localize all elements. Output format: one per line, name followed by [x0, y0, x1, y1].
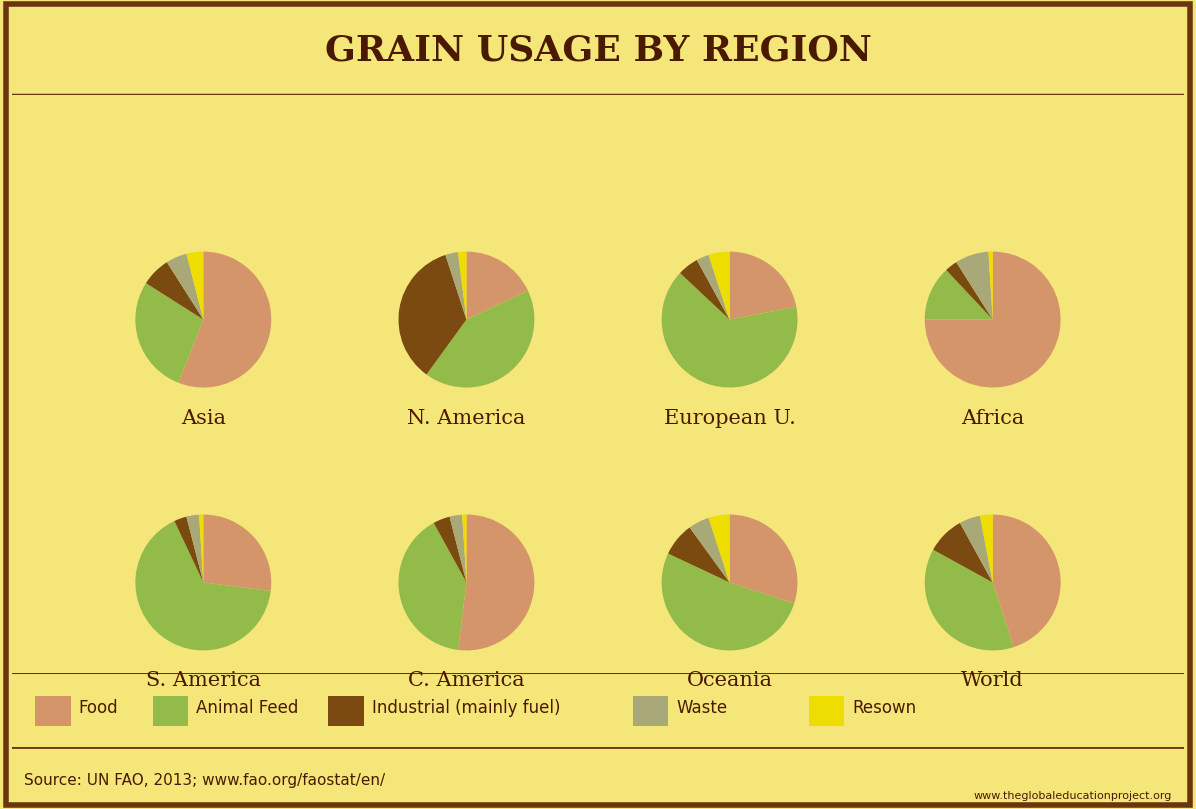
Wedge shape	[450, 515, 466, 582]
Wedge shape	[178, 252, 271, 388]
Wedge shape	[135, 283, 203, 383]
Wedge shape	[925, 252, 1061, 388]
Wedge shape	[980, 515, 993, 582]
Wedge shape	[167, 254, 203, 320]
Wedge shape	[199, 515, 203, 582]
Wedge shape	[445, 252, 466, 320]
Wedge shape	[708, 515, 730, 582]
Wedge shape	[960, 515, 993, 582]
Wedge shape	[661, 273, 798, 388]
Wedge shape	[681, 260, 730, 320]
Wedge shape	[730, 252, 797, 320]
Wedge shape	[993, 515, 1061, 647]
Wedge shape	[427, 290, 535, 388]
Bar	[808, 696, 844, 726]
Wedge shape	[175, 517, 203, 582]
Wedge shape	[669, 527, 730, 582]
Wedge shape	[462, 515, 466, 582]
Wedge shape	[458, 252, 466, 320]
Text: Oceania: Oceania	[687, 671, 773, 690]
Wedge shape	[933, 523, 993, 582]
Text: S. America: S. America	[146, 671, 261, 690]
Wedge shape	[946, 262, 993, 320]
Text: Waste: Waste	[677, 699, 727, 717]
Wedge shape	[925, 270, 993, 320]
Wedge shape	[187, 252, 203, 320]
Wedge shape	[466, 252, 527, 320]
Wedge shape	[661, 553, 794, 650]
Bar	[153, 696, 188, 726]
Bar	[633, 696, 669, 726]
Wedge shape	[135, 521, 270, 650]
Text: Food: Food	[79, 699, 118, 717]
Text: Resown: Resown	[853, 699, 916, 717]
Text: Africa: Africa	[962, 409, 1024, 427]
Wedge shape	[203, 515, 271, 591]
Text: Asia: Asia	[181, 409, 226, 427]
Text: European U.: European U.	[664, 409, 795, 427]
Text: World: World	[962, 671, 1024, 690]
Wedge shape	[708, 252, 730, 320]
Text: Source: UN FAO, 2013; www.fao.org/faostat/en/: Source: UN FAO, 2013; www.fao.org/faosta…	[24, 773, 385, 788]
Text: Industrial (mainly fuel): Industrial (mainly fuel)	[372, 699, 560, 717]
Text: www.theglobaleducationproject.org: www.theglobaleducationproject.org	[974, 791, 1172, 801]
Wedge shape	[146, 262, 203, 320]
Wedge shape	[988, 252, 993, 320]
Wedge shape	[690, 518, 730, 582]
Wedge shape	[434, 517, 466, 582]
Bar	[329, 696, 364, 726]
Text: N. America: N. America	[408, 409, 525, 427]
Wedge shape	[398, 255, 466, 375]
Wedge shape	[458, 515, 535, 650]
Text: Animal Feed: Animal Feed	[196, 699, 298, 717]
Text: C. America: C. America	[408, 671, 525, 690]
Wedge shape	[697, 255, 730, 320]
Wedge shape	[957, 252, 993, 320]
Bar	[36, 696, 71, 726]
Text: GRAIN USAGE BY REGION: GRAIN USAGE BY REGION	[324, 33, 872, 67]
Wedge shape	[398, 523, 466, 650]
Wedge shape	[925, 550, 1014, 650]
Wedge shape	[730, 515, 798, 604]
Wedge shape	[187, 515, 203, 582]
